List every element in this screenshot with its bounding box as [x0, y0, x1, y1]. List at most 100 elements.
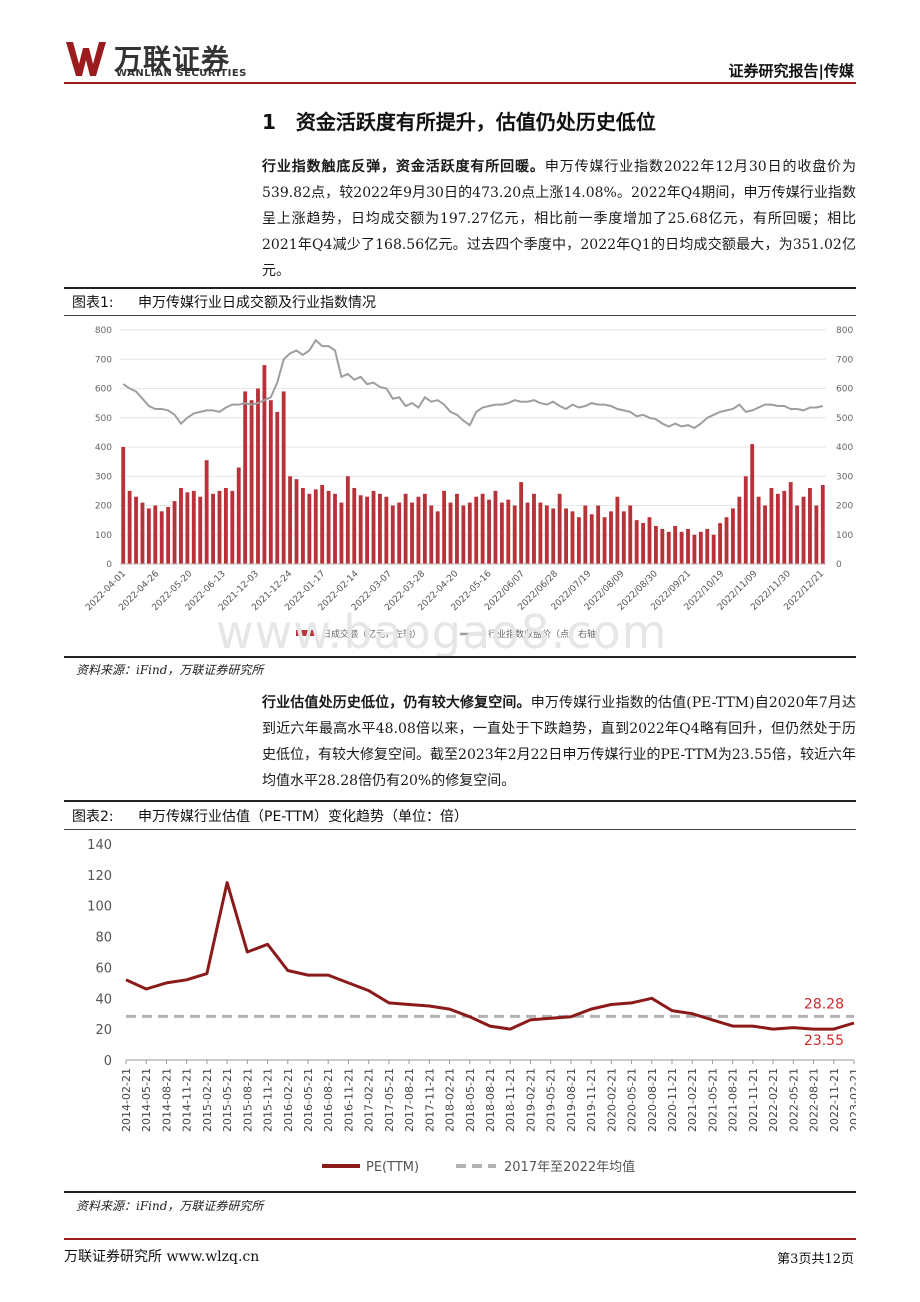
- turnover-bar: [365, 496, 370, 564]
- footer-institution: 万联证券研究所 www.wlzq.cn: [64, 1249, 260, 1265]
- turnover-bar: [121, 447, 126, 564]
- turnover-bar: [288, 476, 293, 564]
- turnover-bar: [384, 496, 389, 564]
- y-tick-label: 40: [95, 992, 112, 1007]
- turnover-bar: [506, 499, 511, 564]
- turnover-bar: [268, 400, 273, 564]
- turnover-bar: [532, 493, 536, 564]
- y-right-tick-label: 200: [836, 502, 853, 512]
- paragraph-valuation-body: 申万传媒行业指数的估值(PE-TTM)自2020年7月达到近六年最高水平48.0…: [262, 695, 856, 789]
- turnover-bar: [743, 476, 748, 564]
- turnover-bar: [570, 511, 575, 564]
- x-tick-label: 2020-02-21: [605, 1068, 618, 1132]
- turnover-bar: [628, 505, 633, 564]
- x-tick-label: 2016-11-21: [342, 1068, 355, 1132]
- x-tick-label: 2014-11-21: [181, 1068, 194, 1132]
- index-close-line: [122, 338, 824, 430]
- y-tick-label: 120: [87, 869, 112, 884]
- x-tick-label: 2016-05-21: [302, 1068, 315, 1132]
- y-tick-label: 100: [87, 900, 112, 915]
- paragraph-turnover: 行业指数触底反弹，资金活跃度有所回暖。申万传媒行业指数2022年12月30日的收…: [262, 154, 856, 284]
- turnover-bar: [711, 534, 716, 564]
- turnover-bar: [653, 525, 658, 564]
- turnover-bar: [737, 496, 742, 564]
- turnover-bar: [814, 505, 819, 564]
- x-tick-label: 2018-08-21: [484, 1068, 497, 1132]
- turnover-bar: [576, 517, 581, 564]
- x-tick-label: 2016-08-21: [322, 1068, 335, 1132]
- turnover-bar: [204, 460, 209, 564]
- legend-label-index: 行业指数收盘价（点，右轴）: [488, 628, 605, 640]
- pe-ttm-line: [125, 881, 855, 1031]
- turnover-bar: [262, 365, 267, 564]
- turnover-bar: [525, 502, 530, 564]
- y-right-tick-label: 0: [836, 560, 842, 570]
- y-left-tick-label: 800: [95, 326, 112, 336]
- y-right-tick-label: 600: [836, 385, 853, 395]
- x-tick-label: 2018-05-21: [464, 1068, 477, 1132]
- section-title: 1 资金活跃度有所提升，估值仍处历史低位: [262, 110, 656, 134]
- turnover-bar: [782, 490, 787, 564]
- x-tick-label: 2019-05-21: [545, 1068, 558, 1132]
- x-tick-label: 2014-05-21: [140, 1068, 153, 1132]
- x-tick-label: 2019-02-21: [524, 1068, 537, 1132]
- turnover-bar: [358, 495, 363, 564]
- turnover-bar: [467, 502, 472, 564]
- turnover-bar: [698, 531, 703, 564]
- turnover-bar: [243, 391, 248, 564]
- turnover-bar: [339, 502, 344, 564]
- turnover-bar: [557, 493, 562, 564]
- turnover-bar: [166, 506, 171, 564]
- x-tick-label: 2017-08-21: [403, 1068, 416, 1132]
- turnover-bar: [493, 490, 498, 564]
- figure1-caption: 图表1: 申万传媒行业日成交额及行业指数情况: [72, 292, 376, 312]
- logo-english-name: WANLIAN SECURITIES: [116, 68, 247, 79]
- turnover-bar: [435, 511, 440, 564]
- turnover-bar: [801, 496, 806, 564]
- x-tick-label: 2018-11-21: [504, 1068, 517, 1132]
- legend-label-turnover: 日成交额（亿元，左轴）: [322, 628, 421, 640]
- turnover-bar: [641, 523, 646, 564]
- turnover-bar: [179, 487, 183, 564]
- turnover-bar: [326, 490, 331, 564]
- turnover-bar: [609, 511, 613, 564]
- turnover-bar: [512, 505, 517, 564]
- turnover-bar: [731, 508, 735, 564]
- paragraph-valuation: 行业估值处历史低位，仍有较大修复空间。申万传媒行业指数的估值(PE-TTM)自2…: [262, 690, 856, 794]
- turnover-bar: [705, 528, 710, 564]
- turnover-bar: [763, 505, 767, 564]
- turnover-bar: [416, 496, 421, 564]
- x-tick-label: 2019-11-21: [585, 1068, 598, 1132]
- turnover-bar: [820, 485, 825, 564]
- header-divider: [64, 82, 856, 84]
- pe-ttm-chart: 0 20 40 60 80 100 120 140 2014-02-21 2014-05-21 20…: [87, 838, 856, 1175]
- turnover-bar: [538, 502, 543, 564]
- y-right-tick-label: 100: [836, 531, 853, 541]
- footer-divider: [64, 1238, 856, 1240]
- turnover-bar: [313, 489, 318, 564]
- turnover-bar: [211, 493, 215, 564]
- turnover-bar: [564, 508, 568, 564]
- x-tick-label: 2020-11-21: [666, 1068, 679, 1132]
- annotation-average-value: 28.28: [804, 996, 844, 1012]
- turnover-bar: [589, 514, 594, 564]
- turnover-bar: [448, 502, 453, 564]
- x-tick-label: 2021-08-21: [727, 1068, 740, 1132]
- turnover-bar: [153, 505, 158, 564]
- turnover-bar: [769, 487, 774, 564]
- turnover-bar: [487, 499, 491, 564]
- x-tick-label: 2022-08-21: [808, 1068, 821, 1132]
- turnover-bar: [371, 490, 376, 564]
- x-tick-label: 2014-08-21: [160, 1068, 173, 1132]
- paragraph-turnover-body: 申万传媒行业指数2022年12月30日的收盘价为539.82点，较2022年9月…: [262, 159, 856, 279]
- turnover-bar: [256, 388, 260, 564]
- y-tick-label: 140: [87, 838, 112, 853]
- turnover-bar: [480, 493, 485, 564]
- x-tick-label: 2015-05-21: [221, 1068, 234, 1132]
- figure1-top-rule: [64, 287, 856, 289]
- paragraph-valuation-lead: 行业估值处历史低位，仍有较大修复空间。: [262, 695, 531, 711]
- turnover-bar: [333, 493, 337, 564]
- turnover-bar: [660, 528, 665, 564]
- y-right-tick-label: 400: [836, 443, 853, 453]
- y-left-tick-label: 600: [95, 385, 112, 395]
